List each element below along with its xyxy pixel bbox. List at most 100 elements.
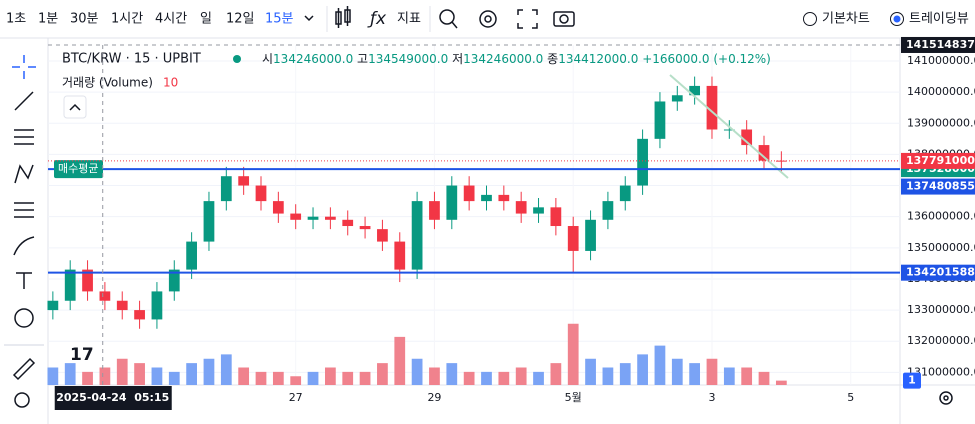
volume-bar: [290, 376, 302, 385]
candle-body: [168, 269, 180, 292]
interval[interactable]: 30분: [70, 12, 99, 27]
y-tick-label: 141000000.0: [907, 54, 975, 67]
volume-bar: [585, 358, 596, 385]
ohlc-label: 종: [547, 52, 558, 66]
x-tick-label: 27: [289, 391, 303, 404]
ruler-tool[interactable]: [12, 357, 36, 381]
crosshair-tool[interactable]: [12, 55, 36, 79]
volume-bar: [498, 371, 510, 385]
ohlc-value: 134412000.0: [558, 52, 638, 66]
candle-body: [359, 226, 371, 230]
status-dot: [233, 55, 241, 63]
plot: [47, 45, 900, 385]
candle-body: [550, 207, 562, 227]
volume-bar: [255, 371, 267, 385]
x-tick-label: 5: [847, 391, 854, 404]
volume-bar: [359, 371, 371, 385]
candle-body: [307, 216, 319, 220]
x-tick-label: 3: [708, 391, 715, 404]
volume-bar: [238, 367, 250, 385]
candle-body: [758, 145, 770, 161]
candle-body: [272, 201, 284, 214]
brush-tool[interactable]: [13, 236, 35, 256]
volume-bar: [741, 367, 753, 385]
candle-body: [99, 291, 111, 301]
time-settings-icon[interactable]: [939, 391, 953, 405]
fx-icon[interactable]: ƒx: [367, 9, 387, 29]
collapse-button[interactable]: [63, 95, 87, 119]
candle-body: [82, 269, 93, 292]
volume-bar: [758, 371, 770, 385]
y-tick-label: 140000000.0: [907, 85, 975, 98]
left-toolbar: [4, 55, 44, 408]
candle-body: [290, 213, 302, 220]
volume-bar: [82, 371, 93, 385]
zoom-tool[interactable]: [14, 392, 30, 408]
candle-body: [47, 300, 59, 311]
chart-style-option[interactable]: 트레이딩뷰: [909, 12, 969, 27]
volume-bar: [637, 354, 648, 385]
radio[interactable]: [803, 12, 817, 26]
y-tick-label: 133000000.0: [907, 303, 975, 316]
settings-icon[interactable]: [479, 10, 497, 28]
indicators-button[interactable]: 지표: [397, 12, 421, 27]
candle-body: [151, 291, 163, 320]
crosshair-time: 2025-04-24 05:15: [56, 391, 169, 404]
candle-body: [706, 85, 718, 130]
candle-body: [498, 194, 510, 202]
volume-bar: [116, 358, 128, 385]
volume-bar: [446, 363, 458, 385]
ohlc-legend: 시134246000.0 고134549000.0 저134246000.0 종…: [262, 52, 771, 66]
collapse-icon: [69, 103, 81, 111]
interval[interactable]: 1분: [38, 12, 58, 27]
volume-bar: [411, 358, 423, 385]
price-line-tag: 매수평균: [58, 162, 98, 175]
candle-body: [671, 95, 683, 102]
trend-line-tool[interactable]: [14, 91, 34, 111]
volume-bar: [134, 363, 145, 385]
ohlc-value: 134246000.0: [463, 52, 543, 66]
candle-body: [463, 185, 475, 202]
radio[interactable]: [890, 12, 904, 26]
fullscreen-icon[interactable]: [517, 9, 538, 29]
interval[interactable]: 1시간: [111, 12, 143, 27]
y-tick-label: 139000000.0: [907, 116, 975, 129]
pattern-tool[interactable]: [14, 164, 34, 184]
volume-bar: [47, 367, 59, 385]
crosshair-price: 141514837.7: [906, 38, 975, 51]
change-pct: (+0.12%): [713, 52, 771, 66]
interval[interactable]: 15분: [265, 12, 294, 27]
volume-bar: [723, 367, 735, 385]
candle-body: [533, 207, 544, 214]
radio-selected: [893, 15, 901, 23]
interval[interactable]: 12일: [226, 12, 255, 27]
screenshot-icon[interactable]: [553, 11, 575, 27]
projection-tool[interactable]: [14, 202, 34, 218]
ohlc-label: 시: [262, 52, 273, 66]
volume-bar: [689, 363, 701, 385]
y-tick-label: 131000000.0: [907, 365, 975, 378]
candle-body: [741, 129, 753, 146]
dropdown-icon[interactable]: [304, 15, 314, 22]
ohlc-value: 134549000.0: [368, 52, 448, 66]
crosshair-price-bg: [901, 36, 975, 53]
candle-body: [325, 216, 336, 220]
interval[interactable]: 1초: [6, 12, 26, 27]
candle-body: [134, 310, 145, 320]
volume-bar: [377, 363, 388, 385]
replay-icon[interactable]: [439, 9, 458, 29]
volume-bar: [168, 371, 180, 385]
interval[interactable]: 일: [200, 12, 212, 27]
candle-body: [411, 201, 423, 270]
chart-style-option[interactable]: 기본차트: [822, 12, 870, 27]
text-tool[interactable]: [16, 272, 32, 289]
chart-type-icon[interactable]: [335, 6, 351, 28]
user-trend-line[interactable]: [669, 74, 789, 179]
interval[interactable]: 4시간: [155, 12, 187, 27]
axis-label: 137480855.4: [906, 180, 975, 193]
volume-bar: [654, 345, 666, 385]
x-tick-label: 29: [427, 391, 441, 404]
axis-label-bg: [901, 178, 975, 195]
emoji-tool[interactable]: [14, 308, 34, 328]
fib-tool[interactable]: [14, 129, 34, 145]
